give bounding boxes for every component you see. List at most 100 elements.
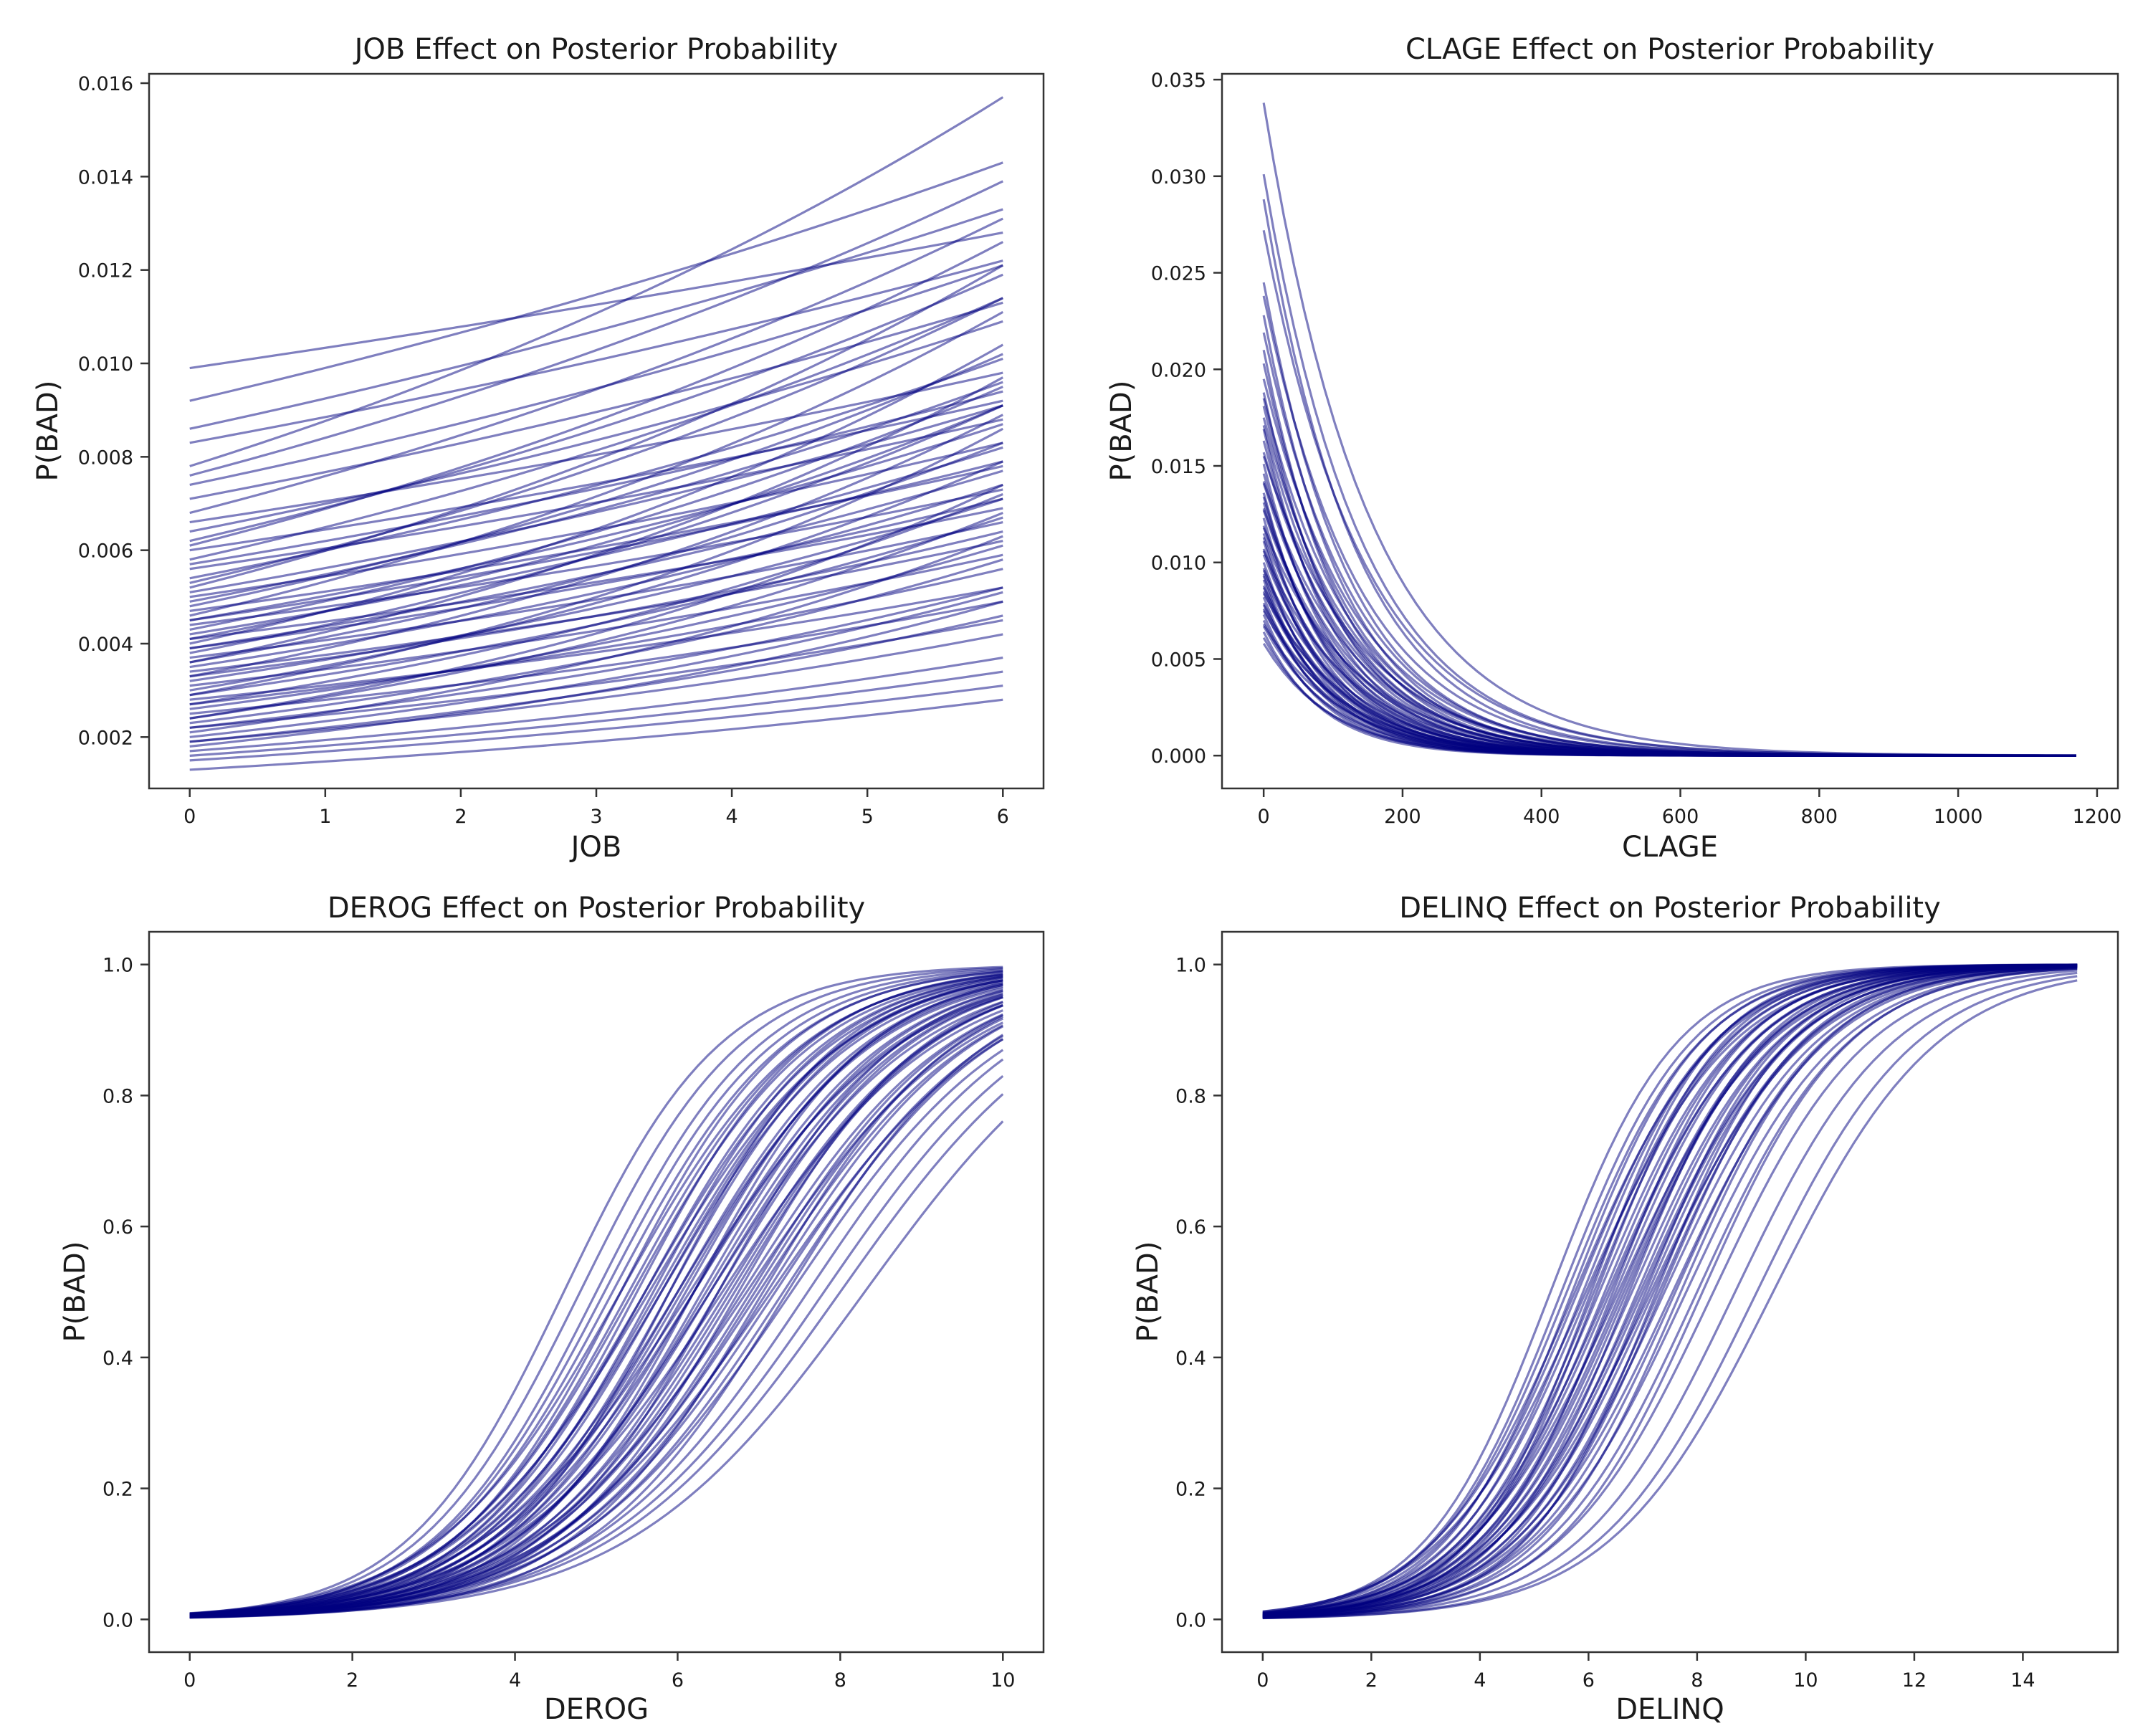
series-line: [1262, 965, 2078, 1618]
series-line: [189, 633, 1003, 743]
x-tick-label: 800: [1801, 806, 1838, 828]
series-line: [1262, 965, 2078, 1615]
series-line: [189, 685, 1003, 762]
chart-title: CLAGE Effect on Posterior Probability: [1405, 33, 1934, 66]
series-line: [189, 656, 1003, 753]
series-line: [189, 1038, 1004, 1618]
chart-title: DEROG Effect on Posterior Probability: [328, 892, 865, 925]
series-line: [189, 1021, 1003, 1617]
y-tick-label: 0.006: [78, 540, 133, 563]
y-tick-label: 0.025: [1151, 263, 1206, 285]
series-line: [1262, 965, 2078, 1616]
y-tick-label: 0.2: [1175, 1479, 1206, 1501]
y-tick-label: 0.035: [1151, 70, 1206, 92]
plot-frame: [148, 930, 1045, 1654]
series-line: [1262, 964, 2078, 1617]
series-line: [189, 614, 1003, 743]
chart-panel-delinq: DELINQ Effect on Posterior Probability 0…: [1132, 892, 2119, 1726]
series-line: [1262, 963, 2078, 1618]
series-line: [189, 1013, 1003, 1618]
series-line: [189, 297, 1003, 584]
x-tick-label: 600: [1662, 806, 1699, 828]
chart-title: DELINQ Effect on Posterior Probability: [1399, 892, 1941, 925]
series-line: [1262, 963, 2078, 1616]
x-tick-label: 6: [672, 1669, 684, 1692]
x-tick-label: 0: [183, 806, 196, 828]
series-line: [189, 507, 1003, 641]
x-tick-label: 6: [997, 806, 1009, 828]
series-line: [189, 591, 1003, 738]
series-line: [1262, 963, 2078, 1615]
chart-panel-derog: DEROG Effect on Posterior Probability 0 2…: [59, 892, 1045, 1726]
series-line: [189, 241, 1004, 547]
y-tick-label: 0.6: [102, 1216, 133, 1239]
x-tick-label: 5: [861, 806, 874, 828]
series-line: [189, 231, 1003, 370]
series-line: [1262, 964, 2078, 1618]
series-line: [189, 586, 1003, 729]
y-axis-label: P(BAD): [1132, 1241, 1165, 1342]
chart-panel-job: JOB Effect on Posterior Probability 0 1 2 3…: [32, 33, 1045, 864]
y-tick-label: 0.030: [1151, 166, 1206, 189]
y-axis-label: P(BAD): [32, 381, 65, 482]
series-line: [189, 320, 1003, 533]
posterior-lines: [189, 96, 1004, 771]
series-line: [189, 979, 1003, 1617]
series-line: [189, 460, 1003, 692]
y-tick-label: 0.8: [102, 1085, 133, 1107]
series-line: [189, 404, 1003, 593]
series-line: [1262, 965, 2078, 1618]
y-tick-label: 0.8: [1175, 1085, 1206, 1107]
series-line: [1262, 966, 2078, 1618]
series-line: [189, 976, 1003, 1618]
series-line: [189, 981, 1003, 1615]
y-tick-label: 0.014: [78, 166, 133, 189]
series-line: [189, 161, 1003, 402]
chart-title: JOB Effect on Posterior Probability: [353, 33, 839, 66]
series-line: [189, 1004, 1003, 1618]
y-ticks: 0.0 0.2 0.4 0.6 0.8 1.0: [1175, 955, 1222, 1631]
series-line: [189, 1038, 1004, 1617]
series-line: [189, 1003, 1003, 1618]
series-line: [189, 427, 1004, 697]
series-line: [1262, 624, 2076, 757]
series-line: [1262, 964, 2078, 1616]
posterior-lines: [1262, 963, 2078, 1620]
y-tick-label: 0.005: [1151, 649, 1206, 671]
x-tick-label: 8: [1691, 1669, 1703, 1692]
x-ticks: 0 2 4 6 8 10: [183, 1652, 1015, 1692]
x-axis-label: DEROG: [544, 1693, 649, 1726]
series-line: [189, 259, 1003, 444]
y-tick-label: 0.010: [78, 353, 133, 376]
series-line: [189, 1014, 1003, 1618]
series-line: [1262, 963, 2078, 1617]
series-line: [189, 497, 1003, 682]
series-line: [189, 586, 1003, 701]
series-line: [1262, 964, 2078, 1616]
x-tick-label: 8: [834, 1669, 846, 1692]
chart-panel-clage: CLAGE Effect on Posterior Probability 0 2…: [1105, 33, 2121, 864]
series-line: [189, 404, 1003, 654]
series-line: [1262, 963, 2078, 1616]
series-line: [189, 973, 1003, 1615]
x-ticks: 0 1 2 3 4 5 6: [183, 788, 1009, 828]
series-line: [1262, 102, 2076, 757]
x-tick-label: 14: [2010, 1669, 2035, 1692]
x-axis-label: CLAGE: [1622, 831, 1718, 864]
series-line: [189, 310, 1004, 617]
y-tick-label: 0.008: [78, 447, 133, 469]
series-line: [189, 208, 1003, 430]
y-tick-label: 0.020: [1151, 359, 1206, 381]
y-tick-label: 0.015: [1151, 456, 1206, 478]
posterior-lines: [1262, 102, 2076, 757]
series-line: [189, 414, 1003, 678]
y-tick-label: 0.016: [78, 73, 133, 95]
plot-frame: [1221, 72, 2119, 790]
y-ticks: 0.0 0.2 0.4 0.6 0.8 1.0: [102, 955, 149, 1631]
series-line: [1262, 965, 2078, 1618]
series-line: [1262, 979, 2078, 1620]
x-tick-label: 3: [590, 806, 602, 828]
posterior-lines: [189, 965, 1004, 1619]
y-ticks: 0.002 0.004 0.006 0.008 0.010 0.012 0.014 0.016: [78, 73, 149, 749]
y-tick-label: 0.000: [1151, 745, 1206, 768]
